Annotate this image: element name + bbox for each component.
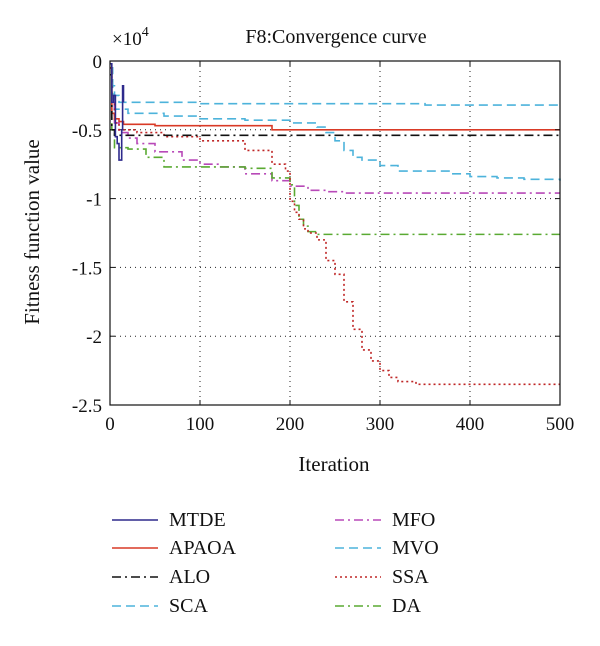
series-line-mfo <box>110 67 560 194</box>
legend-label-mfo: MFO <box>392 509 435 531</box>
legend-label-ssa: SSA <box>392 566 429 588</box>
series-line-apaoa <box>110 67 560 131</box>
legend-label-mtde: MTDE <box>169 509 226 531</box>
legend-label-sca: SCA <box>169 595 208 617</box>
x-tick-label: 500 <box>546 414 575 435</box>
series-lines <box>110 62 561 386</box>
legend-label-alo: ALO <box>169 566 210 588</box>
series-line-mvo <box>110 67 561 181</box>
legend-label-apaoa: APAOA <box>169 537 237 559</box>
x-axis-label: Iteration <box>298 452 370 476</box>
series-line-mtde <box>110 62 125 161</box>
axis-multiplier-exponent: 4 <box>142 25 149 40</box>
legend-label-da: DA <box>392 595 421 617</box>
series-line-alo <box>110 73 560 137</box>
y-tick-label: -2.5 <box>72 396 102 417</box>
chart-title: F8:Convergence curve <box>245 26 426 48</box>
y-axis-tick-labels: 0 -0.5 -1 -1.5 -2 -2.5 <box>72 52 102 417</box>
x-tick-label: 0 <box>105 414 115 435</box>
tick-marks <box>109 60 561 406</box>
axis-multiplier: ×104 <box>112 25 149 50</box>
plot-area-frame <box>109 60 561 406</box>
y-tick-label: -1.5 <box>72 258 102 279</box>
legend-label-mvo: MVO <box>392 537 439 559</box>
y-tick-label: -2 <box>86 327 102 348</box>
x-axis-tick-labels: 0 100 200 300 400 500 <box>105 414 574 435</box>
series-line-da <box>110 67 560 236</box>
y-tick-label: 0 <box>93 52 103 73</box>
series-line-ssa <box>110 67 560 386</box>
x-tick-label: 400 <box>456 414 485 435</box>
y-axis-label: Fitness function value <box>20 139 44 324</box>
legend: MTDE APAOA ALO SCA MFO MVO SSA DA <box>112 509 439 617</box>
grid-lines <box>110 61 560 405</box>
x-tick-label: 200 <box>276 414 305 435</box>
x-tick-label: 100 <box>186 414 215 435</box>
y-tick-label: -1 <box>86 190 102 211</box>
x-tick-label: 300 <box>366 414 395 435</box>
series-line-sca <box>110 67 560 106</box>
axis-multiplier-base: ×10 <box>112 29 142 50</box>
y-tick-label: -0.5 <box>72 121 102 142</box>
